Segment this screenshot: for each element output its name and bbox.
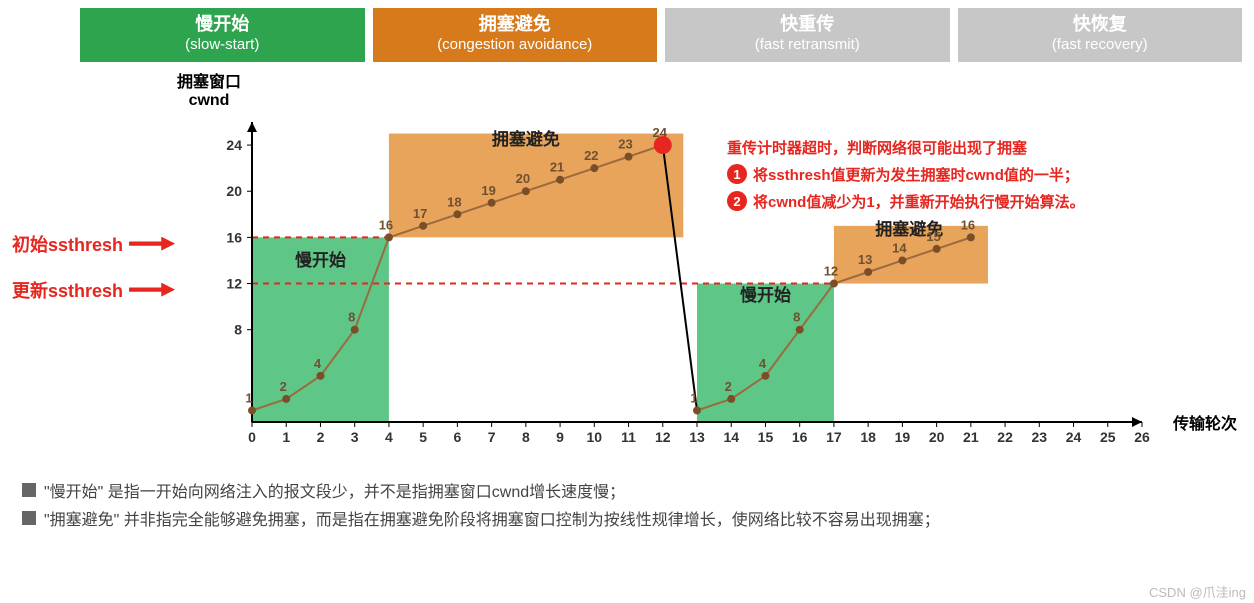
- svg-text:2: 2: [280, 379, 287, 394]
- tab-en: (fast recovery): [958, 36, 1243, 54]
- svg-text:4: 4: [385, 429, 393, 445]
- svg-text:16: 16: [961, 217, 975, 232]
- svg-text:22: 22: [584, 148, 598, 163]
- svg-text:3: 3: [351, 429, 359, 445]
- svg-text:慢开始: 慢开始: [740, 284, 791, 304]
- tab-zh: 拥塞避免: [479, 14, 551, 34]
- svg-text:12: 12: [824, 263, 838, 278]
- tab-zh: 快重传: [780, 14, 834, 34]
- svg-text:24: 24: [226, 137, 242, 153]
- svg-text:20: 20: [516, 171, 530, 186]
- svg-text:19: 19: [481, 182, 495, 197]
- svg-text:12: 12: [226, 275, 242, 291]
- svg-text:21: 21: [963, 429, 979, 445]
- watermark: CSDN @爪洼ing: [1149, 582, 1246, 601]
- footer-notes: "慢开始" 是指一开始向网络注入的报文段少，并不是指拥塞窗口cwnd增长速度慢；…: [22, 478, 1242, 530]
- cwnd-chart: 慢开始拥塞避免慢开始拥塞避免01234567891011121314151617…: [12, 72, 1242, 472]
- svg-text:4: 4: [759, 355, 767, 370]
- tab-en: (slow-start): [80, 36, 365, 54]
- svg-text:8: 8: [793, 309, 800, 324]
- svg-text:21: 21: [550, 159, 564, 174]
- svg-text:6: 6: [453, 429, 461, 445]
- tab-zh: 快恢复: [1073, 14, 1127, 34]
- svg-text:17: 17: [413, 205, 427, 220]
- svg-text:16: 16: [226, 229, 242, 245]
- svg-text:8: 8: [234, 321, 242, 337]
- svg-text:13: 13: [689, 429, 705, 445]
- svg-text:10: 10: [587, 429, 603, 445]
- svg-text:4: 4: [314, 355, 322, 370]
- svg-text:11: 11: [621, 429, 636, 445]
- svg-text:1: 1: [245, 390, 252, 405]
- svg-text:慢开始: 慢开始: [295, 250, 346, 270]
- svg-text:18: 18: [447, 194, 461, 209]
- svg-text:8: 8: [522, 429, 530, 445]
- phase-tabs: 慢开始 (slow-start) 拥塞避免 (congestion avoidanc…: [80, 8, 1242, 62]
- svg-text:15: 15: [758, 429, 774, 445]
- note-2: "拥塞避免" 并非指完全能够避免拥塞，而是指在拥塞避免阶段将拥塞窗口控制为按线性…: [22, 506, 1242, 530]
- svg-text:24: 24: [1066, 429, 1082, 445]
- bullet-icon: [22, 511, 36, 525]
- tab-cong-avoid: 拥塞避免 (congestion avoidance): [373, 8, 658, 62]
- svg-text:17: 17: [826, 429, 842, 445]
- svg-text:16: 16: [379, 217, 393, 232]
- svg-text:25: 25: [1100, 429, 1116, 445]
- svg-text:13: 13: [858, 252, 872, 267]
- svg-text:0: 0: [248, 429, 256, 445]
- tab-en: (fast retransmit): [665, 36, 950, 54]
- tab-en: (congestion avoidance): [373, 36, 658, 54]
- svg-text:2: 2: [317, 429, 325, 445]
- svg-text:15: 15: [926, 229, 940, 244]
- svg-text:1: 1: [690, 390, 697, 405]
- tab-fast-retransmit: 快重传 (fast retransmit): [665, 8, 950, 62]
- svg-text:1: 1: [282, 429, 290, 445]
- bullet-icon: [22, 483, 36, 497]
- svg-text:16: 16: [792, 429, 808, 445]
- chart-area: 拥塞窗口 cwnd 传输轮次 初始ssthresh 更新ssthresh 重传计…: [12, 72, 1242, 472]
- svg-text:20: 20: [929, 429, 945, 445]
- tab-slow-start: 慢开始 (slow-start): [80, 8, 365, 62]
- svg-text:14: 14: [892, 240, 907, 255]
- svg-text:23: 23: [618, 136, 632, 151]
- svg-text:18: 18: [860, 429, 876, 445]
- svg-text:9: 9: [556, 429, 564, 445]
- tab-fast-recovery: 快恢复 (fast recovery): [958, 8, 1243, 62]
- svg-text:19: 19: [895, 429, 911, 445]
- svg-text:14: 14: [723, 429, 739, 445]
- svg-text:20: 20: [226, 183, 242, 199]
- note-1: "慢开始" 是指一开始向网络注入的报文段少，并不是指拥塞窗口cwnd增长速度慢；: [22, 478, 1242, 502]
- svg-text:5: 5: [419, 429, 427, 445]
- tab-zh: 慢开始: [195, 14, 249, 34]
- svg-text:拥塞避免: 拥塞避免: [492, 129, 560, 149]
- svg-text:22: 22: [997, 429, 1013, 445]
- svg-text:12: 12: [655, 429, 671, 445]
- svg-text:8: 8: [348, 309, 355, 324]
- svg-text:26: 26: [1134, 429, 1150, 445]
- svg-text:2: 2: [725, 379, 732, 394]
- svg-text:23: 23: [1032, 429, 1048, 445]
- svg-text:7: 7: [488, 429, 496, 445]
